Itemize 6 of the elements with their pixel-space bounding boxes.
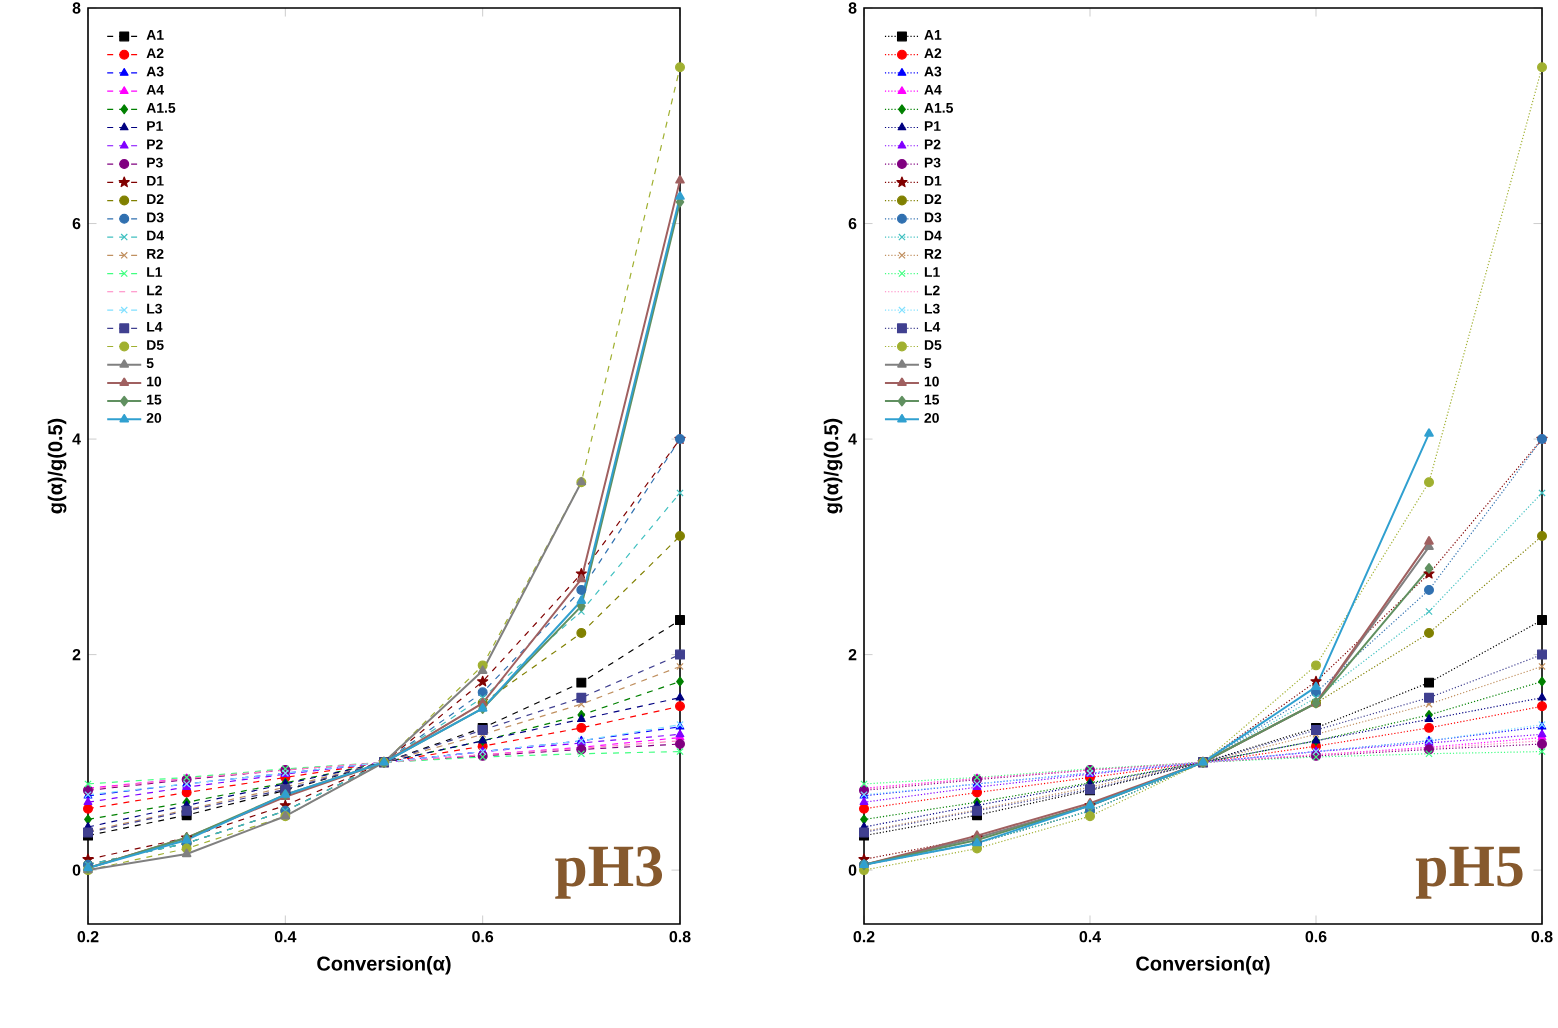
annotation: pH3 [555,846,663,899]
annotation: pH5 [1415,846,1523,899]
x-axis-title: Conversion(α) [1136,956,1270,975]
x-axis-title: Conversion(α) [317,956,451,975]
y-axis-title: g(α)/g(0.5) [823,418,843,514]
y-axis-title: g(α)/g(0.5) [47,418,67,514]
